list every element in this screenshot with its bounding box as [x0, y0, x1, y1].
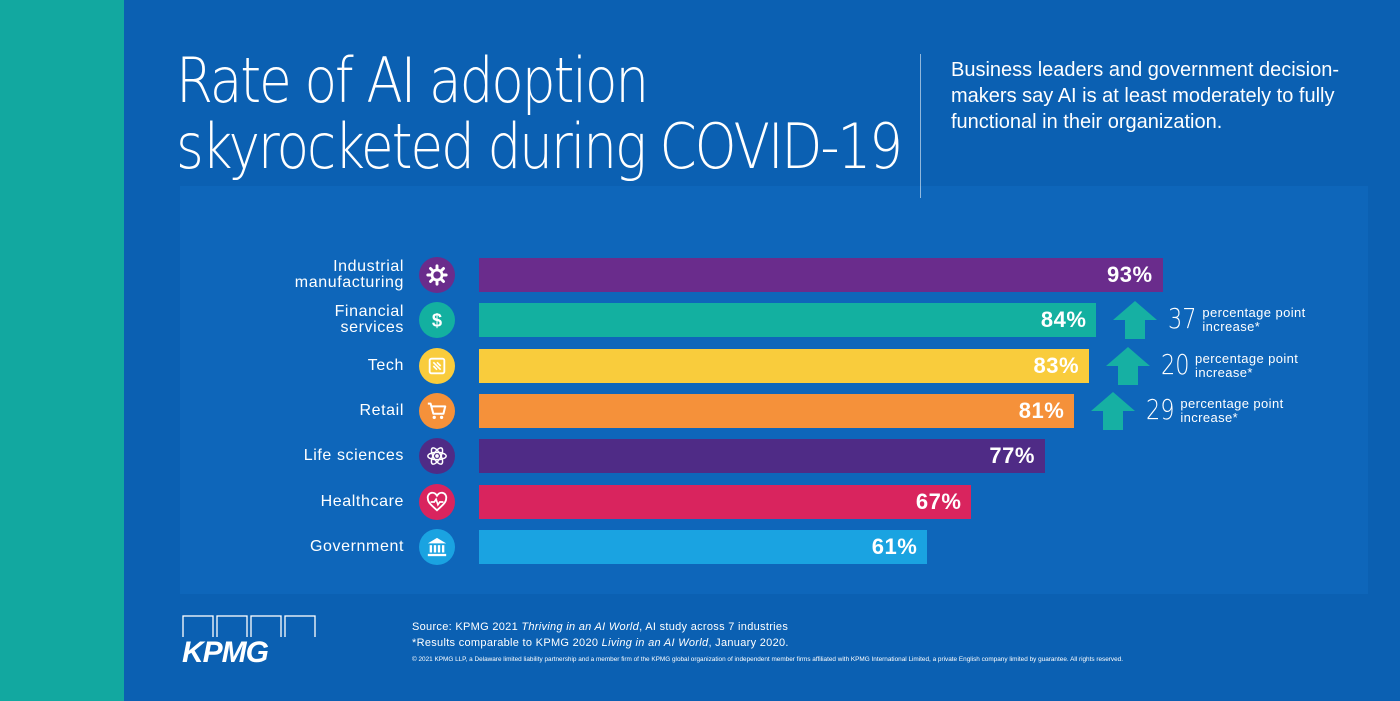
bar [479, 529, 928, 564]
category-label: Life sciences [204, 448, 404, 464]
comparison-note: *Results comparable to KPMG 2020 Living … [412, 637, 789, 649]
bar [479, 258, 1163, 292]
category-label-line: Financial [334, 303, 404, 321]
logo-text: KPMG [182, 636, 269, 668]
increase-points: 20 [1161, 347, 1190, 381]
gear-icon [419, 257, 455, 293]
category-label: Retail [204, 401, 404, 419]
svg-text:$: $ [432, 310, 442, 331]
bar [479, 303, 1097, 338]
increase-arrow-icon [1113, 301, 1158, 340]
subtitle: Business leaders and government decision… [951, 59, 1339, 133]
bar [479, 439, 1045, 474]
title-line-1: Rate of AI adoption [176, 44, 649, 117]
title-line-2: skyrocketed during COVID-19 [176, 110, 903, 183]
category-label: Tech [204, 356, 404, 374]
category-label-line: Healthcare [320, 492, 404, 510]
bar [479, 393, 1075, 428]
data-label: 84% [1040, 307, 1087, 333]
category-label: Financial services [204, 304, 404, 336]
data-label: 77% [989, 443, 1035, 469]
teal-side-stripe [0, 0, 124, 701]
kpmg-logo: KPMG [180, 615, 320, 668]
page-title: Rate of AI adoption skyrocketed during C… [176, 44, 903, 183]
bar [479, 484, 972, 519]
heart-pulse-icon [419, 483, 455, 520]
category-label-line: Life sciences [303, 447, 404, 465]
data-label: 93% [1107, 262, 1153, 287]
cart-icon [419, 392, 455, 429]
category-label-line: services [340, 319, 404, 337]
chart-panel [180, 186, 1368, 594]
bar [479, 348, 1090, 383]
title-divider [920, 54, 921, 198]
category-label-line: manufacturing [294, 274, 404, 291]
category-label-line: Government [309, 537, 404, 555]
copyright-text: © 2021 KPMG LLP, a Delaware limited liab… [412, 656, 1123, 663]
increase-arrow-icon [1106, 346, 1151, 385]
data-label: 61% [871, 533, 918, 559]
government-building-icon [419, 528, 455, 565]
increase-arrow-icon [1091, 391, 1136, 430]
increase-caption: percentage point increase* [1180, 395, 1284, 425]
dollar-icon: $ [419, 302, 455, 339]
increase-caption: percentage point increase* [1202, 305, 1306, 335]
category-label-line: Tech [367, 356, 404, 374]
category-label-line: Retail [359, 401, 404, 419]
data-label: 81% [1018, 397, 1065, 423]
increase-points: 29 [1146, 392, 1175, 426]
source-note: Source: KPMG 2021 Thriving in an AI Worl… [412, 621, 789, 633]
data-label: 83% [1033, 352, 1080, 378]
chip-icon [419, 347, 455, 384]
category-label: Healthcare [204, 492, 404, 510]
category-label: Government [204, 537, 404, 555]
category-label: Industrial manufacturing [204, 259, 404, 291]
increase-points: 37 [1168, 302, 1197, 336]
increase-caption: percentage point increase* [1195, 350, 1299, 380]
atom-icon [419, 438, 455, 475]
data-label: 67% [915, 488, 962, 514]
category-label-line: Industrial [333, 258, 404, 275]
